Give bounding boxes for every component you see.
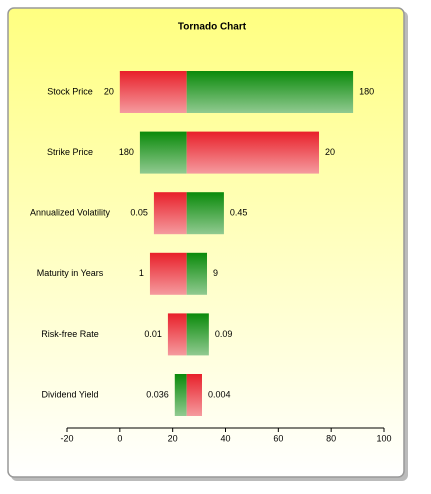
category-label: Strike Price [47, 147, 93, 157]
input-label: 0.05 [130, 208, 148, 218]
bar-segment [149, 252, 187, 295]
input-label: 9 [213, 268, 218, 278]
input-label: 180 [119, 147, 134, 157]
x-tick-label: 100 [376, 433, 391, 443]
input-label: 0.036 [146, 389, 169, 399]
input-label: 1 [139, 268, 144, 278]
input-label: 0.004 [208, 389, 231, 399]
input-label: 0.01 [144, 329, 162, 339]
input-label: 0.45 [230, 208, 248, 218]
bar-segment [186, 252, 208, 295]
input-label: 0.09 [215, 329, 233, 339]
x-tick-label: -20 [60, 433, 73, 443]
bar-segment [167, 313, 187, 356]
x-tick-label: 0 [117, 433, 122, 443]
category-label: Risk-free Rate [41, 329, 99, 339]
input-label: 20 [104, 86, 114, 96]
input-label: 20 [325, 147, 335, 157]
bar-segment [186, 131, 320, 174]
bar-segment [119, 71, 187, 113]
bar-segment [153, 192, 187, 235]
x-tick-label: 60 [273, 433, 283, 443]
bar-segment [186, 313, 209, 356]
bar-segment [186, 71, 354, 113]
x-tick-label: 20 [168, 433, 178, 443]
category-label: Annualized Volatility [30, 208, 111, 218]
category-label: Dividend Yield [41, 389, 98, 399]
bar-segment [186, 192, 224, 235]
category-label: Stock Price [47, 86, 93, 96]
x-tick-label: 40 [220, 433, 230, 443]
bar-segment [174, 374, 187, 416]
chart-title: Tornado Chart [178, 22, 247, 33]
bar-segment [139, 131, 187, 174]
bar-segment [186, 374, 202, 416]
x-tick-label: 80 [326, 433, 336, 443]
input-label: 180 [359, 86, 374, 96]
category-label: Maturity in Years [37, 268, 104, 278]
panel [7, 7, 405, 478]
